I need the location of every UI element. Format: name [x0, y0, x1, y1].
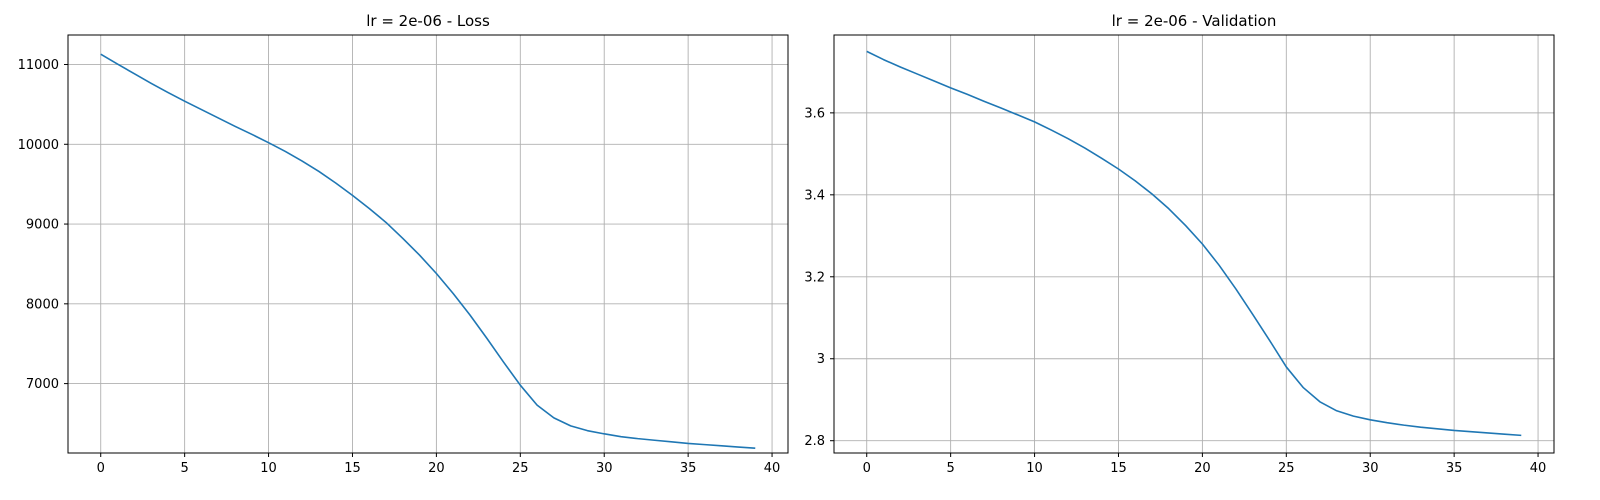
x-tick-label: 40: [1530, 461, 1547, 476]
y-tick-label: 3.6: [804, 106, 825, 121]
x-tick-label: 20: [1194, 461, 1211, 476]
y-tick-label: 7000: [26, 377, 59, 392]
x-tick-label: 15: [344, 461, 361, 476]
x-tick-label: 10: [1026, 461, 1043, 476]
grid: [834, 35, 1554, 453]
chart-title: lr = 2e-06 - Loss: [366, 12, 490, 30]
validation-chart: lr = 2e-06 - Validation 0 5 10 15 20 25 30 35 40…: [804, 12, 1555, 476]
x-tick-label: 40: [764, 461, 781, 476]
x-tick-label: 30: [1362, 461, 1379, 476]
y-tick-label: 3: [817, 352, 825, 367]
axis-ticks: 0 5 10 15 20 25 30 35 40 2.8 3 3.2 3.4 3.6: [804, 106, 1546, 476]
x-tick-label: 35: [1446, 461, 1463, 476]
x-tick-label: 25: [1278, 461, 1295, 476]
x-tick-label: 5: [181, 461, 189, 476]
x-tick-label: 25: [512, 461, 529, 476]
x-tick-label: 15: [1110, 461, 1127, 476]
x-tick-label: 0: [863, 461, 871, 476]
grid: [68, 35, 788, 453]
x-tick-label: 10: [260, 461, 277, 476]
y-tick-label: 10000: [18, 138, 59, 153]
x-tick-label: 0: [97, 461, 105, 476]
y-tick-label: 11000: [18, 58, 59, 73]
plot-frame: [67, 34, 789, 454]
series-line: [100, 53, 756, 450]
loss-chart: lr = 2e-06 - Loss 0 5 10 15 20 25 30 35 40 7000 80…: [18, 12, 789, 476]
y-tick-label: 9000: [26, 218, 59, 233]
x-tick-label: 35: [680, 461, 697, 476]
y-tick-label: 3.4: [804, 188, 825, 203]
chart-title: lr = 2e-06 - Validation: [1112, 12, 1277, 30]
x-tick-label: 5: [947, 461, 955, 476]
plot-frame: [833, 34, 1555, 454]
y-tick-label: 3.2: [804, 270, 825, 285]
y-tick-label: 2.8: [804, 434, 825, 449]
y-tick-label: 8000: [26, 297, 59, 312]
axis-ticks: 0 5 10 15 20 25 30 35 40 7000 8000 9000 10000 11000: [18, 58, 781, 476]
x-tick-label: 20: [428, 461, 445, 476]
x-tick-label: 30: [596, 461, 613, 476]
series-line: [866, 50, 1522, 437]
